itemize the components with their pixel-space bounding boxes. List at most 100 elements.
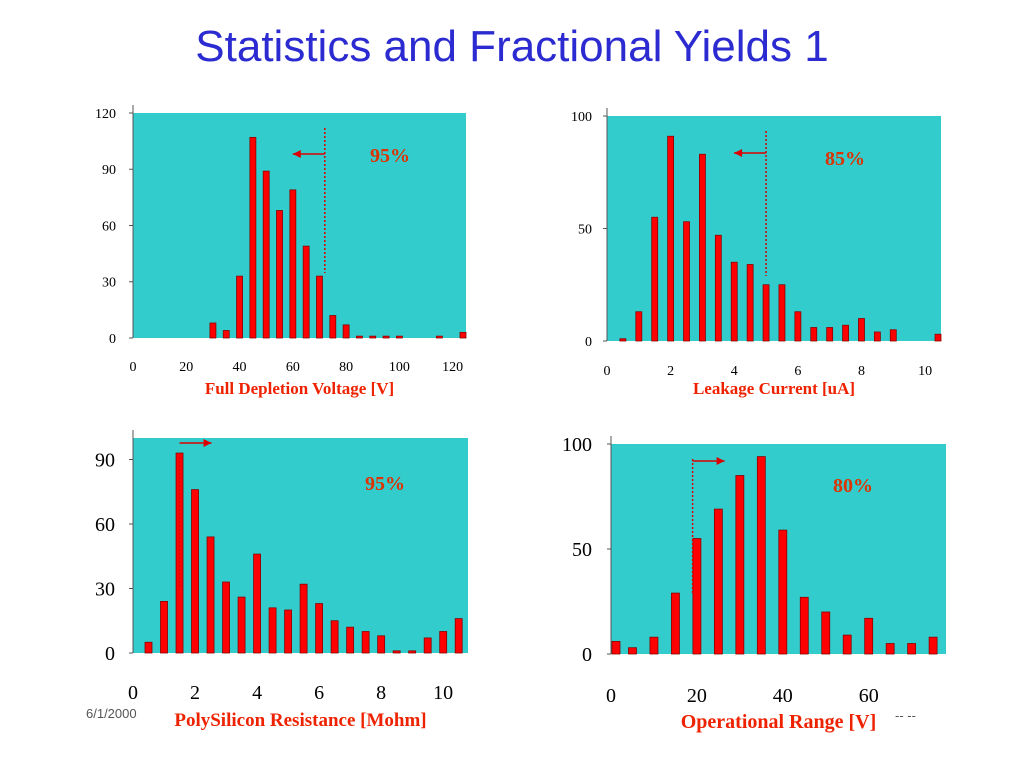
bar <box>302 245 310 339</box>
bar <box>864 617 874 655</box>
y-tick-label: 30 <box>102 276 116 291</box>
chart-1: 0 30 60 90 120 0 20 40 60 80 100 120 95% Full Depleti… <box>95 105 467 398</box>
bar <box>191 489 199 654</box>
plot-area <box>133 113 466 338</box>
bar <box>692 538 702 655</box>
y-tick-label: 0 <box>105 643 115 665</box>
bar <box>377 635 386 654</box>
bar <box>316 275 323 339</box>
bar <box>842 634 852 655</box>
bar <box>873 331 881 342</box>
y-tick-label: 50 <box>572 539 592 561</box>
bar <box>262 170 270 339</box>
y-tick-label: 0 <box>585 335 592 350</box>
x-tick-label: 120 <box>442 360 463 375</box>
bar <box>778 529 788 655</box>
cut-arrowhead <box>292 150 301 158</box>
bar <box>713 508 723 655</box>
x-tick-label: 10 <box>918 364 932 379</box>
x-tick-label: 80 <box>339 360 353 375</box>
bar <box>794 311 802 342</box>
bar <box>671 592 680 655</box>
bar <box>714 234 722 342</box>
bar <box>683 221 690 342</box>
bar <box>635 311 643 342</box>
bar <box>289 189 297 339</box>
bar <box>649 636 659 655</box>
x-axis-label: Leakage Current [uA] <box>693 379 855 398</box>
bar <box>735 475 745 655</box>
slide-title: Statistics and Fractional Yields 1 <box>195 22 829 71</box>
bar <box>439 631 448 654</box>
bar <box>361 631 370 654</box>
yield-annotation: 80% <box>833 475 873 497</box>
bar <box>746 264 754 342</box>
bar <box>329 315 337 339</box>
bar <box>619 338 627 342</box>
bar <box>454 618 463 654</box>
bar <box>762 284 770 342</box>
bar <box>330 620 339 654</box>
y-tick-label: 90 <box>102 163 116 178</box>
bar <box>611 641 621 655</box>
bar <box>268 607 277 654</box>
bar <box>284 609 292 654</box>
cut-arrowhead <box>716 457 725 465</box>
bar <box>144 641 153 654</box>
y-tick-label: 60 <box>95 514 115 536</box>
bar <box>667 135 675 342</box>
x-tick-label: 10 <box>433 682 453 704</box>
chart-4: 0 50 100 0 20 40 60 80% Operational Range [V] <box>562 434 946 733</box>
bar <box>778 284 786 342</box>
bar <box>651 216 659 342</box>
x-tick-label: 4 <box>252 682 262 704</box>
bar <box>858 318 865 342</box>
bar <box>799 596 809 655</box>
x-tick-label: 0 <box>604 364 611 379</box>
bar <box>356 335 363 339</box>
bar <box>222 330 230 339</box>
bar <box>346 626 355 654</box>
bar <box>392 650 401 654</box>
x-tick-label: 60 <box>286 360 300 375</box>
plot-area <box>607 116 941 341</box>
x-tick-label: 2 <box>190 682 200 704</box>
slide-page-number: -- -- <box>895 708 916 723</box>
yield-annotation: 95% <box>365 473 405 495</box>
x-tick-label: 20 <box>687 685 707 707</box>
bar <box>222 581 230 654</box>
x-tick-label: 0 <box>606 685 616 707</box>
bar <box>756 456 766 655</box>
chart-2: 0 50 100 0 2 4 6 8 10 85% Leakage Current [uA] <box>571 108 942 398</box>
bar <box>435 335 443 339</box>
bar <box>276 210 283 339</box>
bar <box>699 153 706 342</box>
bar <box>459 331 467 339</box>
x-tick-label: 40 <box>233 360 247 375</box>
cut-arrowhead <box>734 149 743 157</box>
bar <box>299 583 308 654</box>
bar <box>236 275 243 339</box>
bar <box>395 335 403 339</box>
bar <box>842 324 849 342</box>
y-tick-label: 120 <box>95 107 116 122</box>
cut-arrowhead <box>203 439 212 447</box>
bar <box>934 333 942 342</box>
x-tick-label: 8 <box>858 364 865 379</box>
yield-annotation: 95% <box>370 145 410 167</box>
x-axis-label: Full Depletion Voltage [V] <box>205 379 394 398</box>
bar <box>369 335 377 339</box>
bar <box>885 643 895 655</box>
chart-3: 0 30 60 90 0 2 4 6 8 10 95% PolySilicon Resistance … <box>95 430 468 731</box>
x-tick-label: 100 <box>389 360 410 375</box>
bar <box>209 322 217 339</box>
x-tick-label: 0 <box>130 360 137 375</box>
x-tick-label: 0 <box>128 682 138 704</box>
slide-date: 6/1/2000 <box>86 706 137 721</box>
x-axis-label: Operational Range [V] <box>681 711 877 733</box>
y-tick-label: 0 <box>582 644 592 666</box>
yield-annotation: 85% <box>825 148 865 170</box>
bar <box>928 636 938 655</box>
bar <box>826 327 834 342</box>
